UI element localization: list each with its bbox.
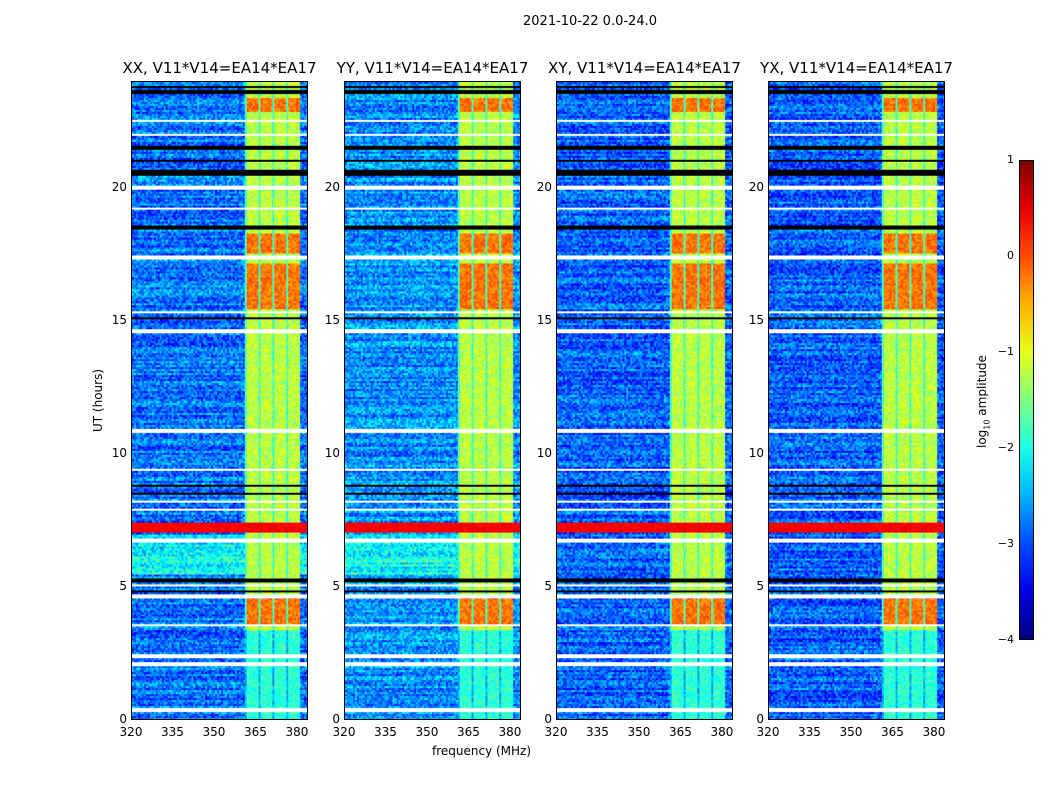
y-tick-label: 0 (756, 712, 764, 726)
x-tick-label: 335 (161, 725, 184, 739)
x-tick-label: 365 (457, 725, 480, 739)
panel-title: YY, V11*V14=EA14*EA17 (336, 59, 529, 77)
x-tick-label: 335 (586, 725, 609, 739)
colorbar-tick-label: 0 (1007, 249, 1014, 262)
x-tick-label: 365 (669, 725, 692, 739)
y-tick-label: 0 (544, 712, 552, 726)
colorbar-tick-label: −3 (997, 537, 1014, 550)
panel-title: YX, V11*V14=EA14*EA17 (760, 59, 953, 77)
x-tick-label: 335 (798, 725, 821, 739)
y-tick-label: 20 (324, 179, 340, 194)
y-tick-label: 0 (332, 712, 340, 726)
colorbar-tick-label: −2 (997, 441, 1014, 454)
x-tick-label: 350 (627, 725, 651, 739)
panel-title: XY, V11*V14=EA14*EA17 (548, 59, 741, 77)
x-tick-label: 320 (332, 725, 356, 739)
colorbar-label: log10 amplitude (975, 355, 992, 448)
y-tick-label: 0 (119, 712, 127, 726)
x-tick-label: 380 (285, 725, 309, 739)
heatmap-panel-1 (344, 81, 521, 720)
x-tick-label: 350 (839, 725, 863, 739)
x-tick-label: 350 (202, 725, 226, 739)
x-tick-label: 320 (544, 725, 568, 739)
x-tick-label: 335 (374, 725, 397, 739)
colorbar-tick-label: −4 (997, 633, 1014, 646)
x-tick-label: 365 (244, 725, 267, 739)
x-tick-label: 365 (881, 725, 904, 739)
y-tick-label: 5 (756, 578, 764, 593)
y-tick-label: 20 (748, 179, 764, 194)
x-tick-label: 350 (415, 725, 439, 739)
y-axis-label: UT (hours) (91, 368, 105, 432)
x-tick-label: 380 (922, 725, 946, 739)
y-tick-label: 10 (748, 445, 764, 460)
heatmap-panel-3 (768, 81, 945, 720)
x-axis-label: frequency (MHz) (432, 744, 532, 758)
colorbar (1019, 160, 1034, 640)
x-tick-label: 320 (756, 725, 780, 739)
y-tick-label: 10 (536, 445, 552, 460)
colorbar-tick-label: −1 (997, 345, 1014, 358)
y-tick-label: 15 (324, 312, 340, 327)
y-tick-label: 5 (544, 578, 552, 593)
y-tick-label: 5 (119, 578, 127, 593)
colorbar-tick-label: 1 (1007, 153, 1014, 166)
figure-suptitle: 2021-10-22 0.0-24.0 (523, 14, 657, 29)
y-tick-label: 20 (111, 179, 127, 194)
y-tick-label: 10 (111, 445, 127, 460)
y-tick-label: 5 (332, 578, 340, 593)
heatmap-panel-0 (131, 81, 308, 720)
x-tick-label: 320 (119, 725, 143, 739)
y-tick-label: 15 (748, 312, 764, 327)
y-tick-label: 10 (324, 445, 340, 460)
panel-title: XX, V11*V14=EA14*EA17 (122, 59, 317, 77)
y-tick-label: 15 (536, 312, 552, 327)
heatmap-panel-2 (556, 81, 733, 720)
x-tick-label: 380 (710, 725, 734, 739)
y-tick-label: 15 (111, 312, 127, 327)
y-tick-label: 20 (536, 179, 552, 194)
x-tick-label: 380 (498, 725, 522, 739)
